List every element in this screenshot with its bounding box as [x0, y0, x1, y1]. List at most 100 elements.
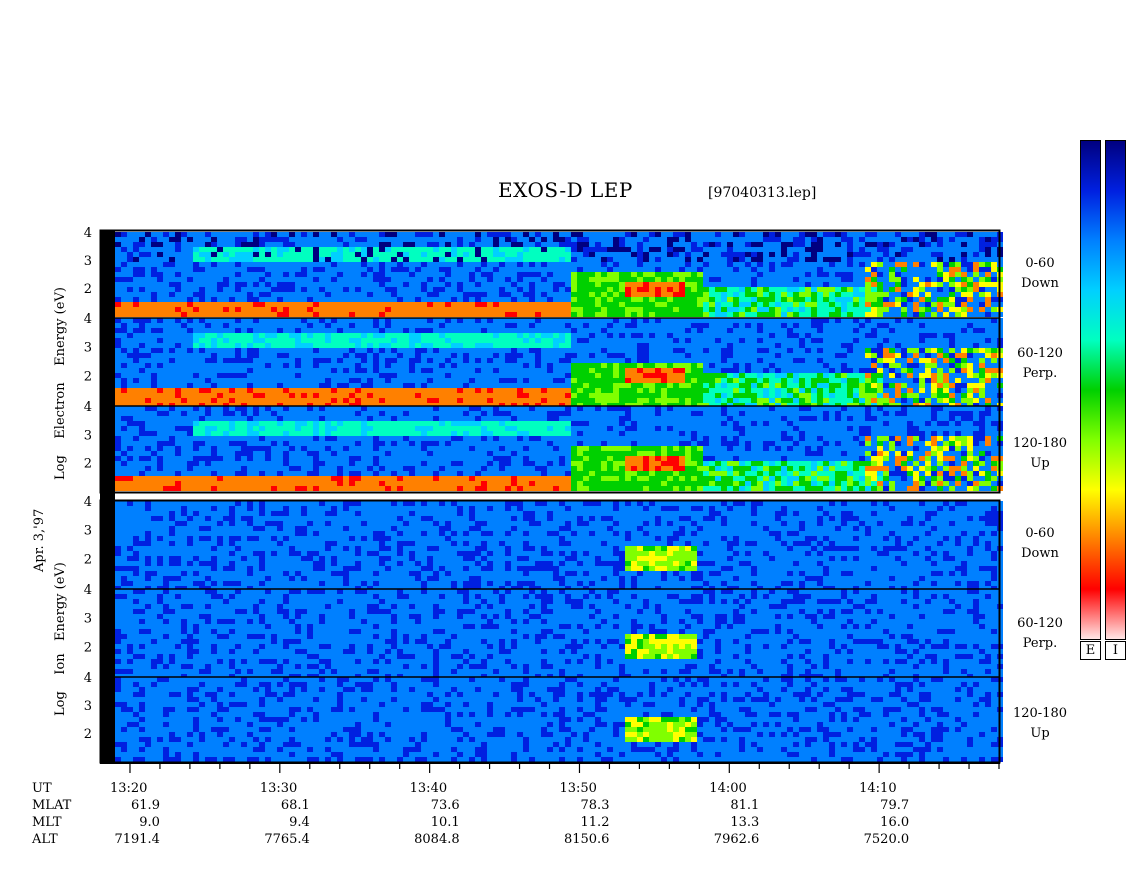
- spectrogram-cell: [907, 378, 913, 383]
- spectrogram-cell: [907, 237, 913, 242]
- spectrogram-cell: [121, 348, 127, 353]
- spectrogram-cell: [379, 247, 385, 252]
- spectrogram-cell: [457, 388, 463, 393]
- spectrogram-cell: [277, 237, 283, 242]
- spectrogram-cell: [343, 257, 349, 262]
- spectrogram-cell: [931, 348, 937, 353]
- spectrogram-cell: [283, 307, 289, 312]
- spectrogram-cell: [163, 277, 169, 282]
- spectrogram-cell: [409, 272, 415, 277]
- spectrogram-cell: [631, 297, 637, 302]
- spectrogram-cell: [205, 272, 211, 277]
- spectrogram-cell: [865, 257, 871, 262]
- spectrogram-cell: [541, 292, 547, 297]
- spectrogram-cell: [535, 358, 541, 363]
- spectrogram-cell: [667, 267, 673, 272]
- spectrogram-cell: [769, 388, 775, 393]
- spectrogram-cell: [205, 287, 211, 292]
- spectrogram-cell: [907, 353, 913, 358]
- spectrogram-cell: [163, 302, 169, 307]
- spectrogram-cell: [235, 252, 241, 257]
- spectrogram-cell: [307, 307, 313, 312]
- spectrogram-cell: [289, 267, 295, 272]
- spectrogram-cell: [745, 262, 751, 267]
- spectrogram-cell: [433, 328, 439, 333]
- spectrogram-cell: [979, 353, 985, 358]
- spectrogram-cell: [355, 292, 361, 297]
- spectrogram-cell: [223, 302, 229, 307]
- spectrogram-cell: [715, 272, 721, 277]
- spectrogram-cell: [691, 277, 697, 282]
- spectrogram-cell: [823, 297, 829, 302]
- spectrogram-cell: [385, 312, 391, 317]
- spectrogram-cell: [139, 267, 145, 272]
- spectrogram-cell: [907, 257, 913, 262]
- spectrogram-cell: [595, 328, 601, 333]
- spectrogram-cell: [403, 373, 409, 378]
- spectrogram-cell: [733, 343, 739, 348]
- spectrogram-cell: [229, 353, 235, 358]
- spectrogram-cell: [955, 237, 961, 242]
- spectrogram-cell: [355, 267, 361, 272]
- spectrogram-cell: [505, 378, 511, 383]
- spectrogram-cell: [397, 393, 403, 398]
- spectrogram-cell: [349, 297, 355, 302]
- spectrogram-cell: [925, 363, 931, 368]
- spectrogram-cell: [445, 358, 451, 363]
- spectrogram-cell: [115, 237, 121, 242]
- spectrogram-cell: [739, 282, 745, 287]
- spectrogram-cell: [211, 267, 217, 272]
- spectrogram-cell: [325, 312, 331, 317]
- spectrogram-cell: [469, 262, 475, 267]
- spectrogram-cell: [151, 257, 157, 262]
- spectrogram-cell: [835, 388, 841, 393]
- spectrogram-cell: [115, 338, 121, 343]
- spectrogram-cell: [709, 302, 715, 307]
- spectrogram-cell: [445, 333, 451, 338]
- spectrogram-cell: [193, 292, 199, 297]
- spectrogram-cell: [343, 373, 349, 378]
- spectrogram-cell: [853, 242, 859, 247]
- spectrogram-cell: [505, 232, 511, 237]
- spectrogram-cell: [769, 297, 775, 302]
- spectrogram-cell: [985, 358, 991, 363]
- spectrogram-cell: [487, 383, 493, 388]
- spectrogram-cell: [733, 307, 739, 312]
- spectrogram-cell: [331, 358, 337, 363]
- spectrogram-cell: [229, 348, 235, 353]
- spectrogram-cell: [421, 338, 427, 343]
- spectrogram-cell: [511, 252, 517, 257]
- spectrogram-cell: [427, 312, 433, 317]
- spectrogram-cell: [397, 378, 403, 383]
- spectrogram-cell: [271, 232, 277, 237]
- spectrogram-cell: [211, 343, 217, 348]
- spectrogram-cell: [433, 373, 439, 378]
- spectrogram-cell: [307, 312, 313, 317]
- spectrogram-cell: [799, 368, 805, 373]
- spectrogram-cell: [973, 262, 979, 267]
- spectrogram-cell: [595, 282, 601, 287]
- spectrogram-cell: [445, 328, 451, 333]
- spectrogram-cell: [967, 302, 973, 307]
- spectrogram-cell: [493, 272, 499, 277]
- spectrogram-cell: [289, 292, 295, 297]
- spectrogram-cell: [703, 252, 709, 257]
- spectrogram-cell: [133, 237, 139, 242]
- spectrogram-cell: [595, 368, 601, 373]
- spectrogram-cell: [229, 328, 235, 333]
- spectrogram-cell: [439, 252, 445, 257]
- spectrogram-cell: [793, 272, 799, 277]
- spectrogram-cell: [493, 307, 499, 312]
- spectrogram-cell: [835, 333, 841, 338]
- spectrogram-cell: [649, 368, 655, 373]
- spectrogram-cell: [337, 368, 343, 373]
- spectrogram-cell: [193, 257, 199, 262]
- spectrogram-cell: [631, 262, 637, 267]
- spectrogram-cell: [193, 242, 199, 247]
- spectrogram-cell: [727, 318, 733, 323]
- spectrogram-cell: [973, 232, 979, 237]
- spectrogram-cell: [127, 323, 133, 328]
- spectrogram-cell: [427, 277, 433, 282]
- spectrogram-cell: [151, 252, 157, 257]
- spectrogram-cell: [229, 252, 235, 257]
